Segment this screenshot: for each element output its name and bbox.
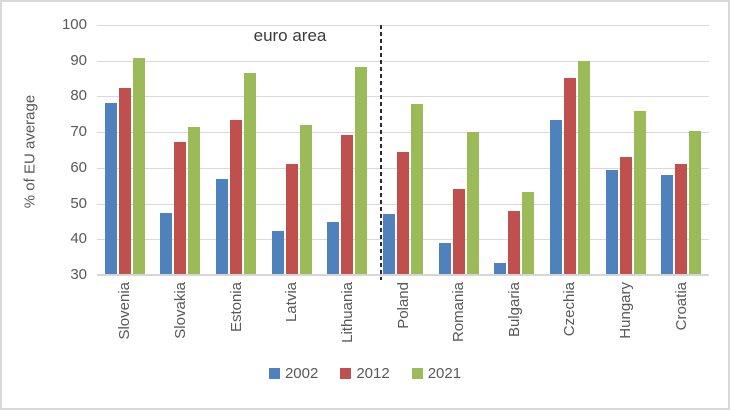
x-axis-label-romania: Romania [450, 282, 468, 343]
bar-group-hungary [598, 25, 654, 275]
x-axis-label-slovakia: Slovakia [171, 282, 189, 339]
bar-slovenia-2012 [118, 87, 131, 275]
bar-group-latvia [264, 25, 320, 275]
bar-romania-2021 [466, 132, 479, 275]
legend-label-2012: 2012 [356, 365, 390, 382]
bar-croatia-2002 [661, 175, 674, 275]
legend-item-2012: 2012 [340, 365, 390, 382]
bar-lithuania-2021 [355, 66, 368, 275]
legend-swatch-2012 [340, 368, 352, 379]
x-axis-labels: Slovenia Slovakia Estonia Latvia Lithuania Po… [97, 282, 709, 360]
bar-latvia-2021 [299, 125, 312, 275]
bar-czechia-2012 [563, 77, 576, 275]
x-label-cell-estonia: Estonia [208, 282, 264, 360]
bar-group-poland [375, 25, 431, 275]
legend-label-2021: 2021 [427, 365, 462, 382]
x-axis-label-bulgaria: Bulgaria [505, 282, 523, 338]
bar-romania-2002 [438, 242, 451, 275]
legend: 2002 2012 2021 [2, 365, 728, 382]
bar-hungary-2021 [633, 110, 646, 275]
bar-croatia-2012 [675, 164, 688, 275]
bar-slovakia-2012 [174, 142, 187, 275]
bar-latvia-2002 [271, 231, 284, 275]
x-axis-label-latvia: Latvia [283, 282, 301, 323]
bar-estonia-2021 [244, 72, 257, 275]
bar-group-lithuania [320, 25, 376, 275]
bar-czechia-2021 [577, 60, 590, 275]
bar-bulgaria-2012 [508, 210, 521, 275]
bar-bulgaria-2002 [494, 262, 507, 275]
gridline-80 [97, 96, 709, 98]
legend-item-2002: 2002 [268, 365, 319, 382]
legend-swatch-2002 [268, 368, 280, 379]
euro-area-separator-line [380, 25, 383, 280]
x-label-cell-bulgaria: Bulgaria [486, 282, 542, 360]
bar-bulgaria-2021 [522, 191, 535, 275]
x-axis-label-lithuania: Lithuania [338, 282, 356, 343]
bar-lithuania-2012 [341, 134, 354, 275]
bar-latvia-2012 [285, 164, 298, 275]
gridline-70 [97, 132, 709, 134]
x-label-cell-latvia: Latvia [264, 282, 320, 360]
bar-slovakia-2002 [160, 213, 173, 275]
y-tick-label-80: 80 [70, 87, 87, 105]
y-tick-label-50: 50 [70, 194, 87, 212]
bar-group-slovenia [97, 25, 153, 275]
bar-group-romania [431, 25, 487, 275]
x-label-cell-poland: Poland [375, 282, 431, 360]
x-label-cell-romania: Romania [431, 282, 487, 360]
bar-poland-2002 [383, 214, 396, 275]
x-axis-line [97, 274, 709, 276]
y-tick-label-60: 60 [70, 158, 87, 176]
bar-lithuania-2002 [327, 222, 340, 275]
x-axis-label-slovenia: Slovenia [116, 282, 134, 340]
x-axis-label-hungary: Hungary [617, 282, 635, 339]
bar-hungary-2012 [619, 157, 632, 275]
x-label-cell-hungary: Hungary [598, 282, 654, 360]
x-label-cell-lithuania: Lithuania [320, 282, 376, 360]
euro-area-label: euro area [253, 26, 327, 45]
x-axis-label-czechia: Czechia [561, 282, 579, 337]
y-tick-label-70: 70 [70, 123, 87, 141]
bar-poland-2021 [411, 103, 424, 275]
y-tick-label-100: 100 [61, 16, 87, 33]
bar-group-croatia [653, 25, 709, 275]
legend-label-2002: 2002 [284, 365, 319, 382]
x-axis-label-estonia: Estonia [227, 282, 245, 333]
bar-romania-2012 [452, 189, 465, 275]
bar-croatia-2021 [689, 131, 702, 275]
y-tick-label-40: 40 [70, 230, 87, 248]
bar-slovenia-2021 [132, 58, 145, 275]
x-axis-label-poland: Poland [394, 282, 412, 329]
bar-group-czechia [542, 25, 598, 275]
y-tick-label-90: 90 [70, 51, 87, 69]
gridline-100 [97, 25, 709, 26]
gridline-90 [97, 60, 709, 62]
bar-estonia-2012 [230, 119, 243, 275]
legend-item-2021: 2021 [411, 365, 462, 382]
bar-hungary-2002 [605, 170, 618, 275]
x-label-cell-croatia: Croatia [653, 282, 709, 360]
x-label-cell-slovakia: Slovakia [153, 282, 209, 360]
bar-estonia-2002 [216, 179, 229, 275]
x-axis-label-croatia: Croatia [672, 282, 690, 331]
bar-group-slovakia [153, 25, 209, 275]
bar-slovakia-2021 [188, 126, 201, 275]
bar-group-estonia [208, 25, 264, 275]
y-tick-label-30: 30 [70, 266, 87, 283]
bar-slovenia-2002 [104, 102, 117, 275]
plot-area: euro area [97, 25, 709, 280]
bar-group-bulgaria [486, 25, 542, 275]
x-label-cell-slovenia: Slovenia [97, 282, 153, 360]
legend-swatch-2021 [411, 368, 423, 379]
bar-groups [97, 25, 709, 275]
bar-czechia-2002 [549, 119, 562, 275]
bar-poland-2012 [397, 151, 410, 275]
y-axis-title: % of EU average [21, 94, 39, 209]
x-label-cell-czechia: Czechia [542, 282, 598, 360]
